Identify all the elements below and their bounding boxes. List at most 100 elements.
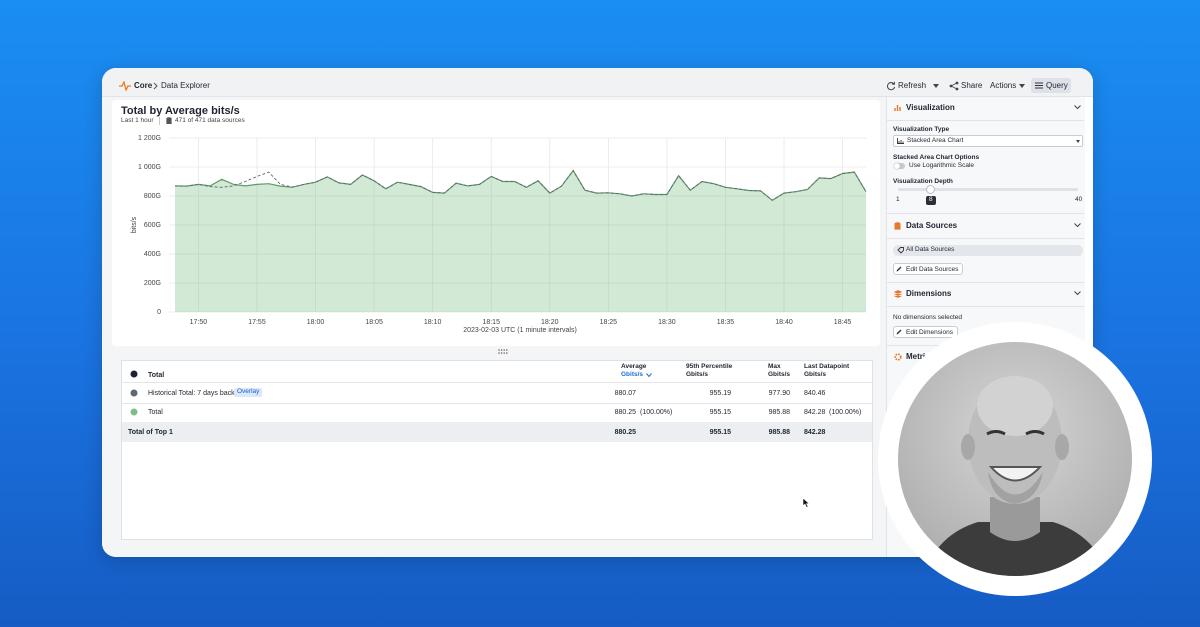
y-tick-label: 0 <box>157 309 161 316</box>
header-dot <box>130 370 138 378</box>
core-icon <box>119 81 131 91</box>
visualization-icon <box>894 105 901 111</box>
collapse-chevron[interactable] <box>1074 291 1081 296</box>
ear <box>1055 434 1069 460</box>
x-tick-label: 18:40 <box>775 319 793 326</box>
y-tick-label: 800G <box>144 193 161 200</box>
head-highlight <box>977 376 1053 436</box>
collapse-chevron[interactable] <box>1074 223 1081 228</box>
column-unit[interactable]: Gbits/s <box>686 371 709 378</box>
query-button[interactable]: Query <box>1046 81 1068 90</box>
breadcrumb-core[interactable]: Core <box>134 81 153 90</box>
data-sources-icon <box>894 222 901 230</box>
x-tick-label: 17:55 <box>248 319 266 326</box>
chart-icon <box>897 138 904 144</box>
select-caret[interactable] <box>1076 140 1080 143</box>
table <box>121 360 873 540</box>
x-tick-label: 18:05 <box>365 319 383 326</box>
separator <box>886 120 1084 121</box>
ear <box>961 434 975 460</box>
column-title[interactable]: Last Datapoint <box>804 363 850 370</box>
collapse-chevron[interactable] <box>1074 105 1081 110</box>
field-label: Visualization Depth <box>893 178 953 185</box>
column-title[interactable]: Average <box>621 363 647 370</box>
data-source-pill[interactable] <box>893 245 1083 256</box>
button-label: Edit Data Sources <box>906 266 959 273</box>
query-icon <box>1035 82 1043 89</box>
cell-share: (100.00%) <box>829 409 862 416</box>
section-title[interactable]: Visualization <box>906 103 955 112</box>
overlay-line <box>174 169 867 201</box>
y-tick-label: 1 200G <box>138 135 161 142</box>
row-name: Total <box>148 409 163 416</box>
x-tick-label: 18:00 <box>307 319 325 326</box>
share-button[interactable]: Share <box>961 81 983 90</box>
field-label: Visualization Type <box>893 126 950 133</box>
x-tick-label: 18:10 <box>424 319 442 326</box>
time-range: Last 1 hour <box>121 117 154 124</box>
database-icon <box>166 117 172 124</box>
edit-data-sources-button[interactable]: Edit Data Sources <box>893 263 964 275</box>
column-unit[interactable]: Gbits/s <box>621 371 644 378</box>
separator <box>886 306 1084 307</box>
row-name: Historical Total: 7 days back <box>148 390 235 397</box>
refresh-button[interactable]: Refresh <box>898 81 927 90</box>
mouse-cursor <box>802 497 810 508</box>
cell: 955.19 <box>709 390 731 397</box>
eye <box>986 430 1006 436</box>
overlay-badge: Overlay <box>234 388 263 397</box>
section-title[interactable]: Dimensions <box>906 289 952 298</box>
x-tick-label: 18:25 <box>600 319 618 326</box>
separator <box>886 238 1084 239</box>
section-title[interactable]: Metrics <box>906 352 935 361</box>
x-tick-label: 17:50 <box>190 319 208 326</box>
row-divider <box>122 403 872 404</box>
cell: 842.28 <box>804 409 826 416</box>
cell: 985.88 <box>768 429 790 436</box>
cell: 955.15 <box>709 429 731 436</box>
x-tick-label: 18:30 <box>658 319 676 326</box>
y-tick-label: 600G <box>144 222 161 229</box>
actions-caret[interactable] <box>1019 84 1025 88</box>
sort-caret[interactable] <box>646 373 652 378</box>
column-title[interactable]: Max <box>768 363 781 370</box>
row-divider <box>122 382 872 383</box>
data-source-selected: All Data Sources <box>906 246 955 253</box>
beard <box>988 472 1043 504</box>
actions-button[interactable]: Actions <box>990 81 1017 90</box>
chart: bits/s 2023-02-03 UTC (1 minute interval… <box>131 135 867 334</box>
visualization-select[interactable] <box>893 135 1083 147</box>
column-unit[interactable]: Gbits/s <box>768 371 791 378</box>
eye <box>1025 430 1045 436</box>
cell: 842.28 <box>804 429 826 436</box>
toggle-label: Use Logarithmic Scale <box>909 162 975 169</box>
tag-icon <box>897 247 904 254</box>
cell-share: (100.00%) <box>640 409 673 416</box>
edit-dimensions-button[interactable]: Edit Dimensions <box>893 326 958 338</box>
resize-handle[interactable] <box>498 349 508 355</box>
column-title[interactable]: 95th Percentile <box>686 363 733 370</box>
slider-knob[interactable] <box>926 185 935 194</box>
query-button-bg[interactable] <box>1031 78 1071 93</box>
series-dot <box>130 408 138 416</box>
smile <box>988 466 1043 482</box>
series-dot-fill <box>130 408 138 416</box>
x-tick-label: 18:45 <box>834 319 852 326</box>
slider-track[interactable] <box>898 188 1078 191</box>
refresh-caret[interactable] <box>933 84 939 88</box>
top-bar <box>102 68 1093 97</box>
cell: 955.15 <box>709 409 731 416</box>
dimensions-empty: No dimensions selected <box>893 314 963 321</box>
toggle-knob[interactable] <box>894 163 900 169</box>
section-title[interactable]: Data Sources <box>906 221 958 230</box>
cell: 880.25 <box>614 429 636 436</box>
x-tick-label: 18:20 <box>541 319 559 326</box>
separator <box>886 282 1084 283</box>
metrics-icon <box>894 353 902 361</box>
neck <box>990 497 1040 541</box>
breadcrumb-page: Data Explorer <box>161 81 210 90</box>
shirt <box>918 522 1116 576</box>
share-icon <box>949 81 959 91</box>
column-unit[interactable]: Gbits/s <box>804 371 827 378</box>
select-value[interactable]: Stacked Area Chart <box>907 137 964 144</box>
